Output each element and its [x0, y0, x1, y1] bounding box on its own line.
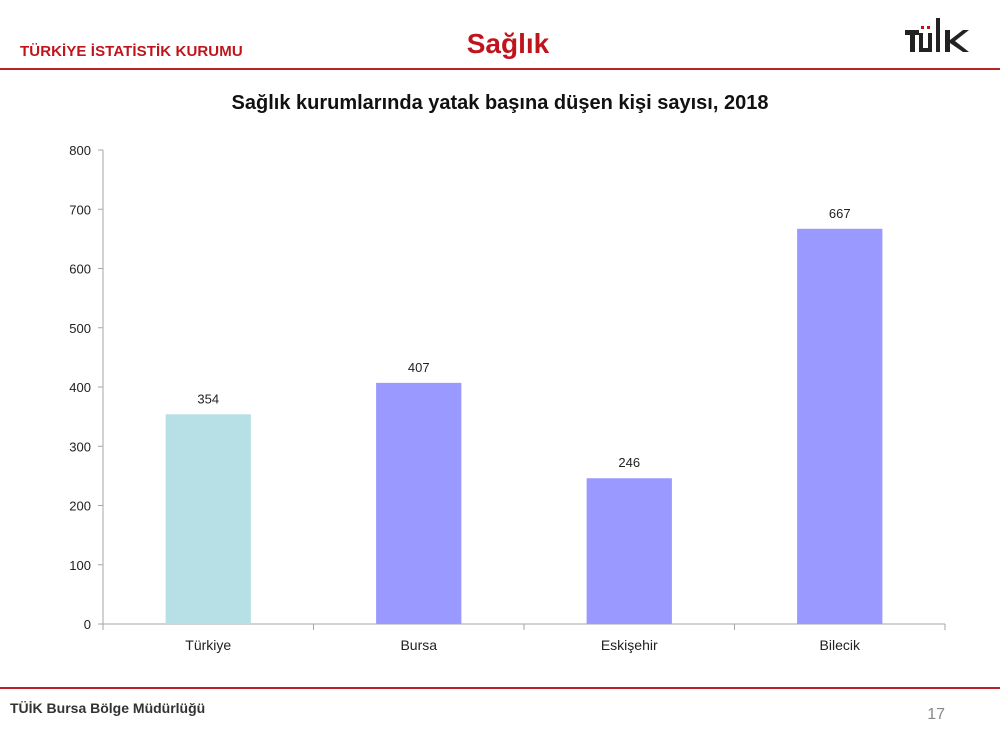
bar-türkiye: [165, 414, 251, 624]
x-tick-label: Türkiye: [185, 637, 231, 653]
y-tick-label: 0: [84, 617, 91, 632]
tuik-logo: [905, 18, 969, 52]
y-tick-label: 700: [69, 202, 91, 217]
data-label: 354: [197, 391, 219, 406]
org-name: TÜRKİYE İSTATİSTİK KURUMU: [20, 43, 243, 60]
header-divider: [0, 68, 1000, 70]
y-tick-label: 500: [69, 321, 91, 336]
chart-title: Sağlık kurumlarında yatak başına düşen k…: [231, 92, 769, 114]
y-tick-label: 600: [69, 262, 91, 277]
y-tick-label: 100: [69, 558, 91, 573]
x-tick-label: Eskişehir: [601, 637, 658, 653]
bar-chart: 0 100 200 300 400 500 600 700 800 354 Türkiye 407 Bu…: [69, 143, 946, 653]
y-tick-label: 300: [69, 439, 91, 454]
bar-bilecik: [797, 228, 883, 625]
bar-bursa: [376, 382, 462, 624]
x-tick-label: Bilecik: [820, 637, 861, 653]
data-label: 667: [829, 206, 851, 221]
bar-eskişehir: [586, 478, 672, 624]
footer-divider: [0, 687, 1000, 689]
x-tick-label: Bursa: [400, 637, 437, 653]
data-label: 246: [618, 455, 640, 470]
y-tick-label: 800: [69, 143, 91, 158]
data-label: 407: [408, 360, 430, 375]
y-tick-label: 400: [69, 380, 91, 395]
y-tick-label: 200: [69, 499, 91, 514]
footer-office: TÜİK Bursa Bölge Müdürlüğü: [10, 700, 206, 716]
page-number: 17: [927, 706, 945, 723]
page-title: Sağlık: [466, 28, 550, 59]
